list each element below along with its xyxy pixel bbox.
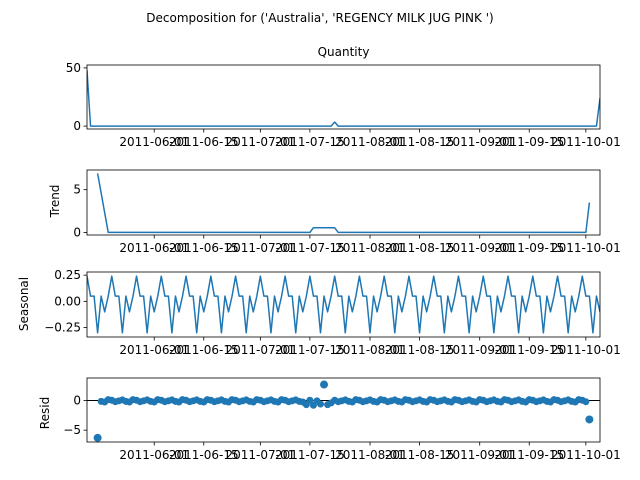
resid-xtick-label: 2011-08-01 xyxy=(335,448,405,462)
trend-xtick-label: 2011-10-01 xyxy=(551,241,621,255)
resid-xtick-label: 2011-06-01 xyxy=(119,448,189,462)
resid-xtick-label: 2011-07-15 xyxy=(275,448,345,462)
seasonal-xtick-label: 2011-09-15 xyxy=(494,343,564,357)
resid-outlier-point xyxy=(93,433,102,442)
trend-xtick-label: 2011-07-15 xyxy=(275,241,345,255)
seasonal-xtick-label: 2011-09-01 xyxy=(445,343,515,357)
seasonal-ytick-label: −0.25 xyxy=(44,321,81,335)
resid-frame xyxy=(86,377,601,443)
quantity-xtick-label: 2011-07-15 xyxy=(275,135,345,149)
seasonal-xtick-label: 2011-10-01 xyxy=(551,343,621,357)
trend-frame xyxy=(86,169,601,236)
seasonal-series-line xyxy=(87,275,600,334)
trend-xtick-label: 2011-08-01 xyxy=(335,241,405,255)
trend-xtick-label: 2011-06-15 xyxy=(169,241,239,255)
resid-outlier-point xyxy=(320,380,329,389)
resid-point xyxy=(317,400,325,408)
quantity-xtick-label: 2011-06-15 xyxy=(169,135,239,149)
quantity-xtick-label: 2011-08-01 xyxy=(335,135,405,149)
quantity-xtick-label: 2011-10-01 xyxy=(551,135,621,149)
figure-title: Decomposition for ('Australia', 'REGENCY… xyxy=(146,11,493,25)
resid-xtick-label: 2011-09-01 xyxy=(445,448,515,462)
seasonal-plot-area xyxy=(87,275,600,334)
trend-ytick-label: 0 xyxy=(73,225,81,239)
quantity-xtick-label: 2011-08-15 xyxy=(385,135,455,149)
resid-plot-area xyxy=(87,380,600,442)
trend-xtick-label: 2011-09-15 xyxy=(494,241,564,255)
panel-resid-ylabel: Resid xyxy=(38,397,52,429)
trend-xtick-label: 2011-07-01 xyxy=(225,241,295,255)
trend-xtick-label: 2011-06-01 xyxy=(119,241,189,255)
trend-series-line xyxy=(96,173,591,234)
seasonal-xtick-label: 2011-06-01 xyxy=(119,343,189,357)
trend-xtick-label: 2011-08-15 xyxy=(385,241,455,255)
trend-ytick-label: 5 xyxy=(73,183,81,197)
resid-ytick-label: −5 xyxy=(63,423,81,437)
trend-plot-area xyxy=(96,173,591,234)
quantity-series-line xyxy=(87,70,600,127)
quantity-ytick-label: 50 xyxy=(66,61,81,75)
seasonal-ytick-label: 0.25 xyxy=(54,268,81,282)
seasonal-xtick-label: 2011-07-15 xyxy=(275,343,345,357)
resid-xtick-label: 2011-09-15 xyxy=(494,448,564,462)
resid-xtick-label: 2011-08-15 xyxy=(385,448,455,462)
panel-seasonal-ylabel: Seasonal xyxy=(17,277,31,331)
resid-point xyxy=(582,398,590,406)
quantity-xtick-label: 2011-06-01 xyxy=(119,135,189,149)
quantity-xtick-label: 2011-09-01 xyxy=(445,135,515,149)
seasonal-xtick-label: 2011-06-15 xyxy=(169,343,239,357)
panel-trend-ylabel: Trend xyxy=(48,185,62,219)
seasonal-xtick-label: 2011-08-01 xyxy=(335,343,405,357)
seasonal-xtick-label: 2011-07-01 xyxy=(225,343,295,357)
quantity-plot-area xyxy=(87,70,600,127)
seasonal-ytick-label: 0.00 xyxy=(54,294,81,308)
quantity-frame xyxy=(86,64,601,130)
quantity-ytick-label: 0 xyxy=(73,119,81,133)
panel-quantity-title: Quantity xyxy=(318,45,370,59)
seasonal-xtick-label: 2011-08-15 xyxy=(385,343,455,357)
resid-xtick-label: 2011-06-15 xyxy=(169,448,239,462)
quantity-xtick-label: 2011-09-15 xyxy=(494,135,564,149)
seasonal-frame xyxy=(86,271,601,338)
resid-outlier-point xyxy=(585,415,594,424)
resid-xtick-label: 2011-07-01 xyxy=(225,448,295,462)
resid-ytick-label: 0 xyxy=(73,394,81,408)
resid-xtick-label: 2011-10-01 xyxy=(551,448,621,462)
resid-point xyxy=(306,396,314,404)
quantity-xtick-label: 2011-07-01 xyxy=(225,135,295,149)
trend-xtick-label: 2011-09-01 xyxy=(445,241,515,255)
